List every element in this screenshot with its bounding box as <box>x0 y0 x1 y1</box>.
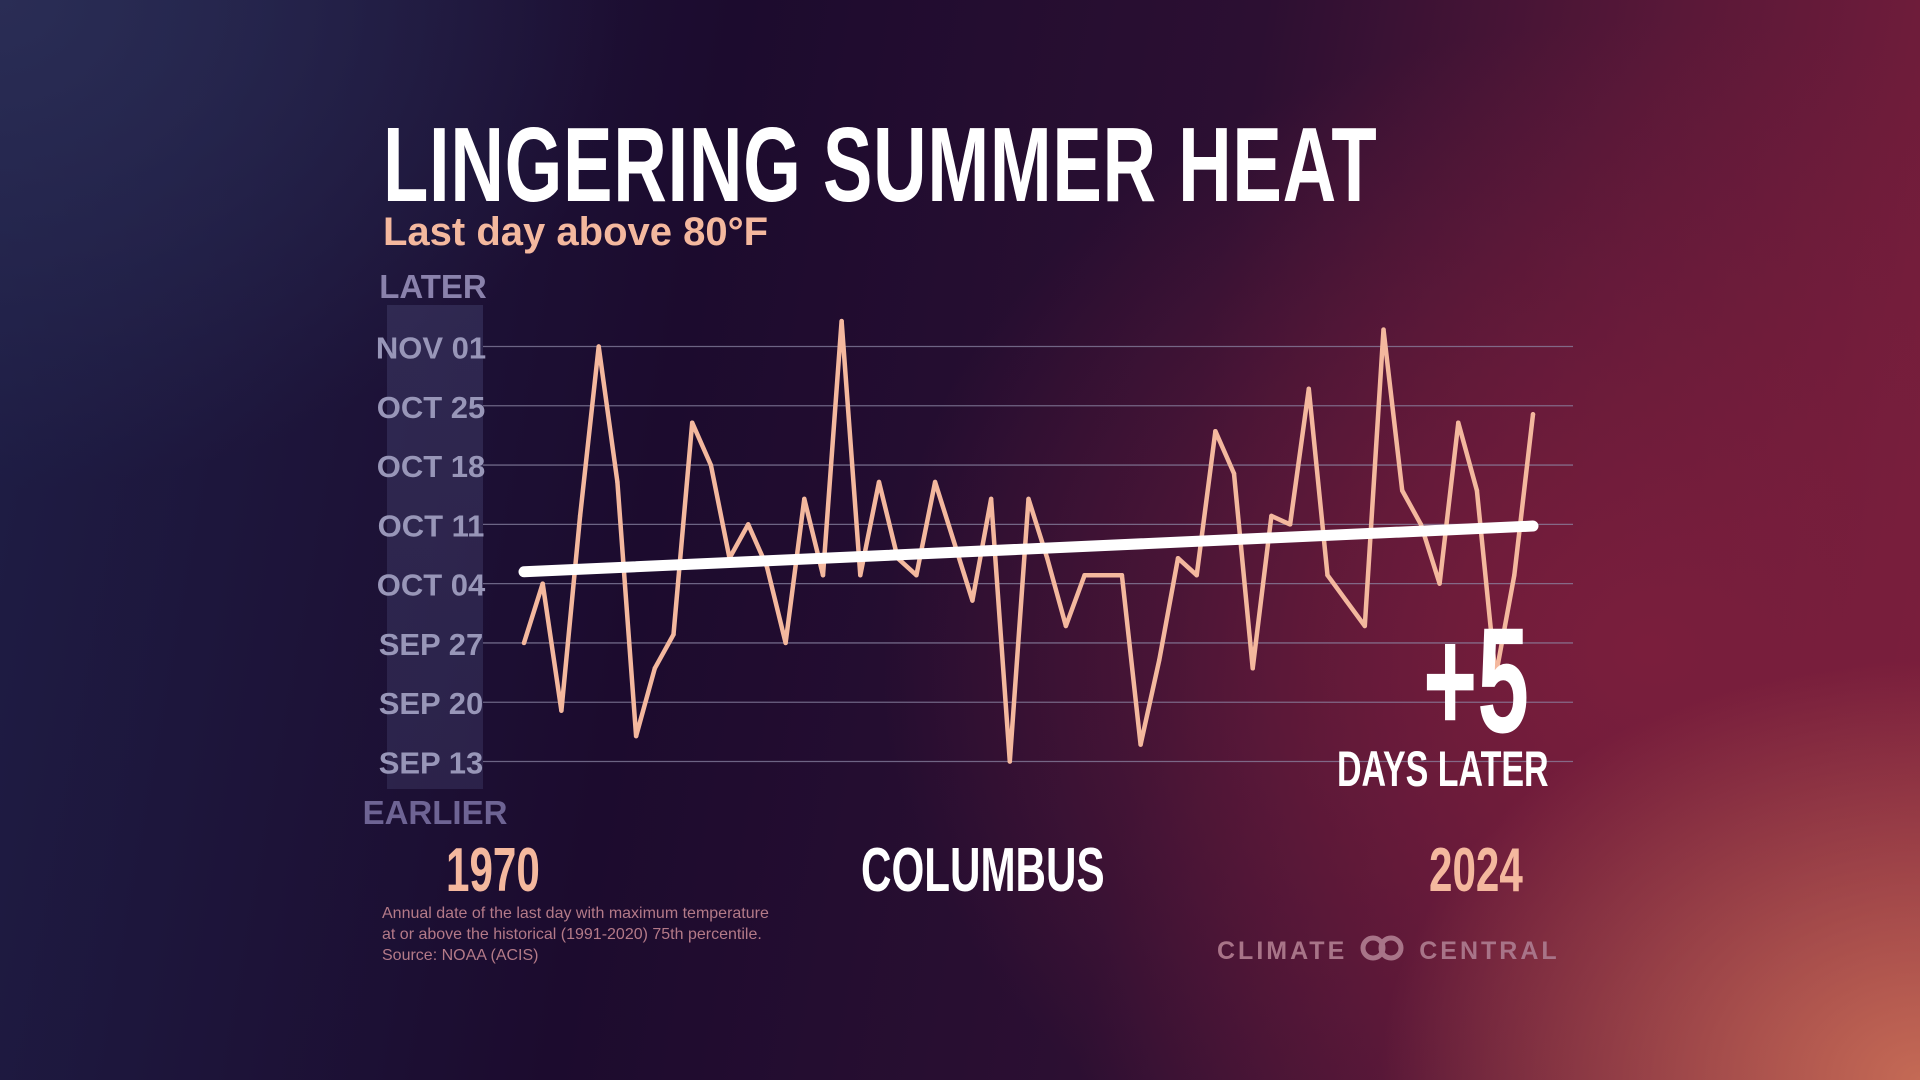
data-point <box>1082 572 1087 578</box>
data-point <box>932 479 938 485</box>
brand-name-right: CENTRAL <box>1419 937 1560 965</box>
data-points <box>521 318 1536 764</box>
data-point <box>1530 412 1536 417</box>
trend-change-label: DAYS LATER <box>1337 741 1549 797</box>
trend-line <box>518 520 1539 578</box>
data-point <box>858 572 863 578</box>
data-point <box>708 462 714 468</box>
data-point <box>1101 572 1106 578</box>
data-point <box>615 479 620 485</box>
chart-subtitle: Last day above 80°F <box>383 210 769 254</box>
data-point <box>1044 556 1050 561</box>
data-point <box>876 479 882 485</box>
footnote-line-2: at or above the historical (1991-2020) 7… <box>382 926 762 943</box>
y-axis-ticks: SEP 13 SEP 20 SEP 27 OCT 04 OCT 11 OCT 18 OCT … <box>376 331 486 781</box>
data-point <box>1119 572 1125 578</box>
data-point <box>1400 488 1405 493</box>
y-tick-label: SEP 20 <box>379 686 484 721</box>
data-point <box>1157 657 1162 663</box>
data-point <box>820 572 826 578</box>
data-point <box>1213 428 1218 434</box>
footnote-source: Source: NOAA (ACIS) <box>382 947 539 964</box>
data-point <box>1175 556 1181 561</box>
data-point <box>633 733 639 739</box>
data-point <box>1063 623 1069 629</box>
data-point <box>1231 471 1237 476</box>
location-label: COLUMBUS <box>861 836 1105 905</box>
data-point <box>1026 496 1031 502</box>
y-tick-label: OCT 11 <box>378 508 485 543</box>
series-line <box>521 318 1536 764</box>
data-point <box>1007 759 1013 764</box>
y-tick-label: NOV 01 <box>376 331 486 366</box>
footnote: Annual date of the last day with maximum… <box>382 903 769 966</box>
data-point <box>1250 666 1255 671</box>
data-point <box>540 581 545 586</box>
data-point <box>914 572 919 578</box>
y-tick-label: OCT 25 <box>377 390 486 425</box>
data-point <box>1512 572 1517 578</box>
data-point <box>988 496 994 502</box>
data-point <box>689 420 695 425</box>
y-tick-label: SEP 13 <box>379 746 484 781</box>
climate-central-logo-icon <box>1357 935 1407 968</box>
data-point <box>1381 327 1386 332</box>
data-point <box>521 640 527 646</box>
brand-logo: CLIMATE CENTRAL <box>1217 935 1560 968</box>
data-point <box>1437 581 1442 586</box>
trend-change-value: +5 <box>1423 596 1530 764</box>
y-tick-label: OCT 04 <box>377 568 486 603</box>
data-point <box>577 513 583 519</box>
x-axis-end-year: 2024 <box>1429 836 1523 905</box>
data-point <box>1343 598 1349 603</box>
y-tick-label: OCT 18 <box>377 449 486 484</box>
data-point <box>1269 513 1274 519</box>
data-point <box>1325 572 1330 578</box>
data-point <box>802 496 807 502</box>
footnote-line-1: Annual date of the last day with maximum… <box>382 905 769 922</box>
x-axis-start-year: 1970 <box>446 836 540 905</box>
data-point <box>652 666 657 671</box>
data-point <box>970 598 975 603</box>
y-axis-band <box>387 305 483 789</box>
data-point <box>746 522 751 527</box>
data-point <box>1287 522 1293 527</box>
data-point <box>596 344 601 349</box>
y-axis-top-label: LATER <box>379 268 487 305</box>
data-point <box>671 632 676 637</box>
chart-title: LINGERING SUMMER HEAT <box>383 106 1378 224</box>
data-point <box>839 318 844 324</box>
data-point <box>1456 420 1461 425</box>
y-tick-label: SEP 27 <box>379 627 484 662</box>
data-point <box>1362 623 1368 629</box>
data-point <box>1138 742 1143 747</box>
data-point <box>1306 386 1311 392</box>
y-axis-bottom-label: EARLIER <box>363 794 508 831</box>
data-point <box>951 539 956 544</box>
data-point <box>783 640 788 646</box>
data-point <box>1418 522 1424 527</box>
data-point <box>559 708 564 713</box>
brand-name-left: CLIMATE <box>1217 937 1348 965</box>
data-point <box>1493 674 1498 680</box>
data-point <box>1474 488 1480 493</box>
data-point <box>1194 572 1199 578</box>
